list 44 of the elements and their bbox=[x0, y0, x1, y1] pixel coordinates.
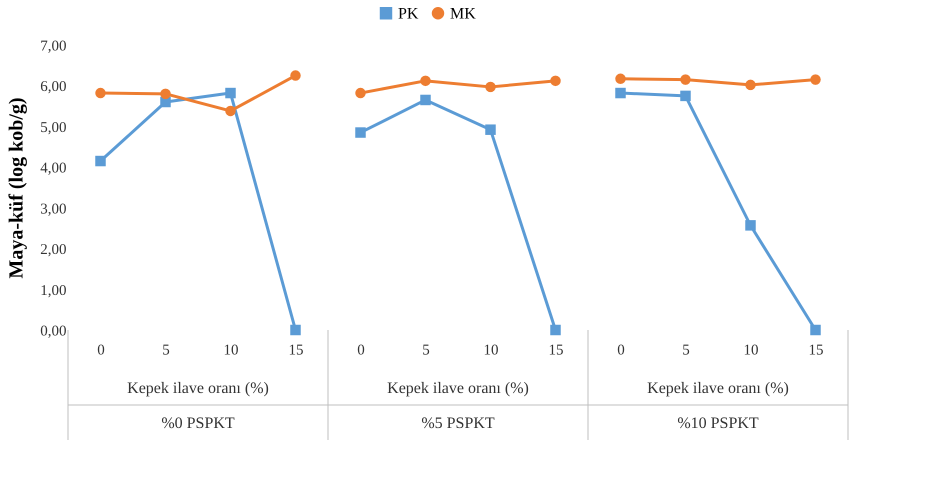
x-tick-label: 0 bbox=[97, 342, 105, 358]
x-tick-label: 10 bbox=[484, 342, 498, 358]
y-tick-label: 3,00 bbox=[40, 201, 66, 218]
point bbox=[95, 156, 106, 166]
text: %0 PSPKT bbox=[161, 415, 235, 432]
y-tick-label: 6,00 bbox=[40, 79, 66, 96]
x-tick-label: 5 bbox=[422, 342, 430, 358]
point bbox=[680, 74, 691, 85]
point bbox=[810, 74, 821, 85]
legend-label: PK bbox=[398, 5, 419, 22]
text: Kepek ilave oranı (%) bbox=[387, 380, 529, 397]
x-tick-label: 0 bbox=[357, 342, 365, 358]
point bbox=[615, 74, 626, 84]
y-tick-label: 7,00 bbox=[40, 38, 66, 54]
point bbox=[290, 70, 301, 81]
x-tick-label: 0 bbox=[617, 342, 625, 358]
x-tick-label: 10 bbox=[224, 342, 238, 358]
point bbox=[745, 80, 756, 90]
y-tick-label: 0,00 bbox=[40, 324, 66, 340]
point bbox=[160, 88, 171, 100]
text: Kepek ilave oranı (%) bbox=[647, 380, 789, 397]
x-tick-label: 15 bbox=[548, 342, 564, 358]
point bbox=[290, 324, 301, 336]
y-tick-label: 1,00 bbox=[40, 282, 66, 299]
x-tick-label: 5 bbox=[162, 342, 170, 358]
point bbox=[615, 88, 626, 98]
y-axis-title: Maya-küf (log kob/g) bbox=[5, 97, 28, 279]
y-tick-label: 4,00 bbox=[40, 160, 66, 177]
point bbox=[225, 88, 236, 98]
y-tick-label: 2,00 bbox=[40, 242, 66, 258]
text: %5 PSPKT bbox=[421, 415, 495, 432]
x-tick-label: 15 bbox=[288, 342, 304, 358]
x-tick-label: 5 bbox=[682, 342, 690, 358]
x-tick-label: 15 bbox=[808, 342, 824, 358]
y-tick-label: 5,00 bbox=[40, 120, 66, 136]
point bbox=[95, 88, 106, 98]
point bbox=[680, 90, 691, 102]
x-tick-label: 10 bbox=[744, 342, 758, 358]
point bbox=[745, 220, 756, 231]
text: %10 PSPKT bbox=[677, 415, 759, 432]
point bbox=[810, 324, 821, 336]
legend-label: MK bbox=[450, 5, 476, 22]
x-axis-title: Kepek ilave oranı (%) bbox=[127, 380, 269, 397]
point bbox=[225, 106, 236, 116]
